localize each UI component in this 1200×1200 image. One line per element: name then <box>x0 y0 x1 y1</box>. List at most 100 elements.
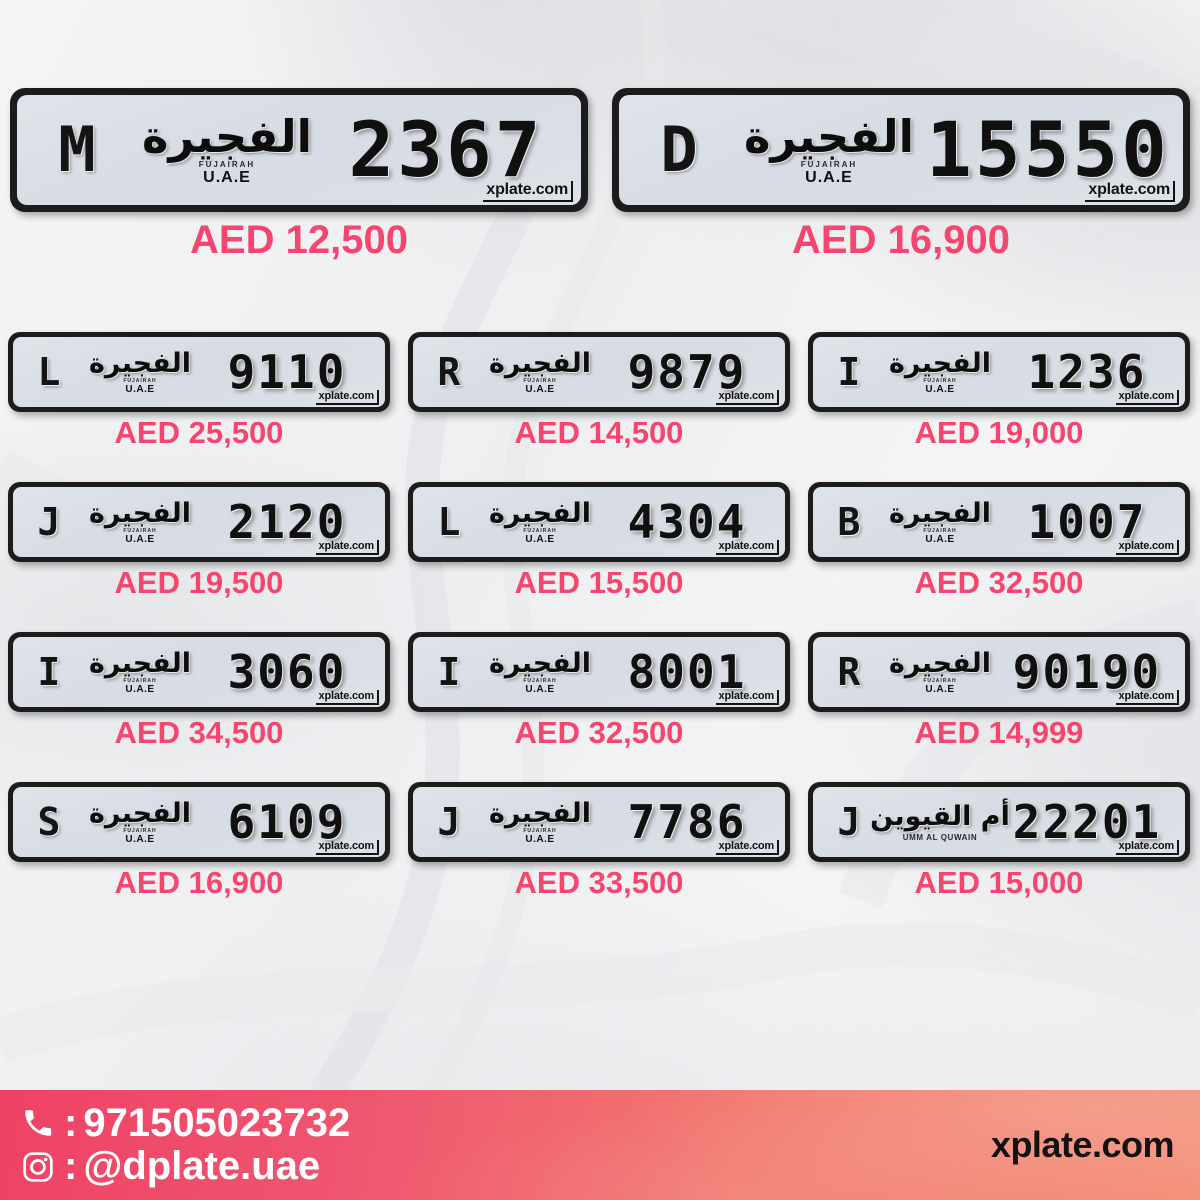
phone-contact-line[interactable]: : 971505023732 <box>18 1100 351 1145</box>
plate-price: AED 33,500 <box>514 865 684 900</box>
plate-card-6[interactable]: B الفجيرة FUJAIRAH U.A.E 1007 xplate.com <box>808 482 1190 562</box>
emblem-emirate-name: FUJAIRAH <box>198 160 256 169</box>
plate-card-9[interactable]: R الفجيرة FUJAIRAH U.A.E 90190 xplate.co… <box>808 632 1190 712</box>
emblem-arabic-script: أم القيوين <box>870 800 1010 832</box>
plate-price: AED 14,500 <box>514 415 684 450</box>
plate-card-4[interactable]: J الفجيرة FUJAIRAH U.A.E 2120 xplate.com <box>8 482 390 562</box>
fujairah-emblem-icon: الفجيرة FUJAIRAH U.A.E <box>85 650 195 695</box>
plate-card-1[interactable]: L الفجيرة FUJAIRAH U.A.E 9110 xplate.com <box>8 332 390 412</box>
license-plate[interactable]: J أم القيوين UMM AL QUWAIN 22201 xplate.… <box>808 782 1190 862</box>
emblem-emirate-name: FUJAIRAH <box>523 377 557 384</box>
plate-face: S الفجيرة FUJAIRAH U.A.E 6109 xplate.com <box>13 787 385 857</box>
plate-watermark: xplate.com <box>315 540 379 555</box>
plate-number: 15550 <box>926 105 1170 194</box>
plate-number: 2120 <box>227 495 347 549</box>
plate-code: I <box>837 350 861 394</box>
plate-card-2[interactable]: R الفجيرة FUJAIRAH U.A.E 9879 xplate.com <box>408 332 790 412</box>
plate-code: L <box>437 500 461 544</box>
emblem-arabic-script: الفجيرة <box>88 797 192 829</box>
license-plate[interactable]: I الفجيرة FUJAIRAH U.A.E 8001 xplate.com <box>408 632 790 712</box>
emblem-arabic-script: الفجيرة <box>488 347 592 379</box>
license-plate[interactable]: M الفجيرة FUJAIRAH U.A.E 2367 xplate.com <box>10 88 588 212</box>
emblem-emirate-name: FUJAIRAH <box>123 677 157 684</box>
phone-number[interactable]: 971505023732 <box>83 1100 351 1145</box>
plate-code: I <box>437 650 461 694</box>
license-plate[interactable]: R الفجيرة FUJAIRAH U.A.E 90190 xplate.co… <box>808 632 1190 712</box>
emblem-emirate-name: FUJAIRAH <box>923 677 957 684</box>
fujairah-emblem-icon: الفجيرة FUJAIRAH U.A.E <box>485 650 595 695</box>
plate-face: I الفجيرة FUJAIRAH U.A.E 3060 xplate.com <box>13 637 385 707</box>
license-plate[interactable]: S الفجيرة FUJAIRAH U.A.E 6109 xplate.com <box>8 782 390 862</box>
license-plate[interactable]: D الفجيرة FUJAIRAH U.A.E 15550 xplate.co… <box>612 88 1190 212</box>
emblem-emirate-name: FUJAIRAH <box>123 527 157 534</box>
plate-face: J الفجيرة FUJAIRAH U.A.E 7786 xplate.com <box>413 787 785 857</box>
license-plate[interactable]: I الفجيرة FUJAIRAH U.A.E 1236 xplate.com <box>808 332 1190 412</box>
fujairah-emblem-icon: الفجيرة FUJAIRAH U.A.E <box>137 114 317 186</box>
contact-footer: : 971505023732 : @dplate.uae xplate.com <box>0 1090 1200 1200</box>
fujairah-emblem-icon: الفجيرة FUJAIRAH U.A.E <box>485 500 595 545</box>
fujairah-emblem-icon: الفجيرة FUJAIRAH U.A.E <box>485 800 595 845</box>
license-plate[interactable]: L الفجيرة FUJAIRAH U.A.E 9110 xplate.com <box>8 332 390 412</box>
plate-price: AED 25,500 <box>114 415 284 450</box>
emblem-arabic-script: الفجيرة <box>888 647 992 679</box>
plate-face: L الفجيرة FUJAIRAH U.A.E 4304 xplate.com <box>413 487 785 557</box>
plate-card-8[interactable]: I الفجيرة FUJAIRAH U.A.E 8001 xplate.com <box>408 632 790 712</box>
emblem-emirate-name: FUJAIRAH <box>923 527 957 534</box>
plate-card-5[interactable]: L الفجيرة FUJAIRAH U.A.E 4304 xplate.com <box>408 482 790 562</box>
plate-number: 3060 <box>227 645 347 699</box>
plate-card-10[interactable]: S الفجيرة FUJAIRAH U.A.E 6109 xplate.com <box>8 782 390 862</box>
emblem-arabic-script: الفجيرة <box>888 347 992 379</box>
license-plate[interactable]: L الفجيرة FUJAIRAH U.A.E 4304 xplate.com <box>408 482 790 562</box>
emblem-arabic-script: الفجيرة <box>141 110 313 163</box>
plate-code: D <box>660 113 698 186</box>
instagram-icon <box>18 1147 58 1187</box>
fujairah-emblem-icon: الفجيرة FUJAIRAH U.A.E <box>885 500 995 545</box>
plate-number: 1236 <box>1027 345 1147 399</box>
plate-card-7[interactable]: I الفجيرة FUJAIRAH U.A.E 3060 xplate.com <box>8 632 390 712</box>
plate-face: J أم القيوين UMM AL QUWAIN 22201 xplate.… <box>813 787 1185 857</box>
plate-watermark: xplate.com <box>315 690 379 705</box>
fujairah-emblem-icon: الفجيرة FUJAIRAH U.A.E <box>885 350 995 395</box>
license-plate[interactable]: R الفجيرة FUJAIRAH U.A.E 9879 xplate.com <box>408 332 790 412</box>
emblem-emirate-name: UMM AL QUWAIN <box>902 832 978 842</box>
plate-price: AED 32,500 <box>514 715 684 750</box>
emblem-emirate-name: FUJAIRAH <box>923 377 957 384</box>
fujairah-emblem-icon: الفجيرة FUJAIRAH U.A.E <box>885 650 995 695</box>
emblem-emirate-name: FUJAIRAH <box>523 677 557 684</box>
plate-price: AED 34,500 <box>114 715 284 750</box>
fujairah-emblem-icon: الفجيرة FUJAIRAH U.A.E <box>485 350 595 395</box>
footer-brand-logo[interactable]: xplate.com <box>990 1124 1175 1165</box>
plate-price: AED 16,900 <box>792 218 1010 262</box>
license-plate[interactable]: I الفجيرة FUJAIRAH U.A.E 3060 xplate.com <box>8 632 390 712</box>
plate-card-12[interactable]: J أم القيوين UMM AL QUWAIN 22201 xplate.… <box>808 782 1190 862</box>
emblem-country-name: U.A.E <box>925 533 955 545</box>
license-plate[interactable]: J الفجيرة FUJAIRAH U.A.E 2120 xplate.com <box>8 482 390 562</box>
emblem-emirate-name: FUJAIRAH <box>123 827 157 834</box>
emblem-arabic-script: الفجيرة <box>88 497 192 529</box>
instagram-handle[interactable]: @dplate.uae <box>83 1144 321 1188</box>
plate-number: 90190 <box>1012 645 1162 699</box>
featured-plate-card-1[interactable]: M الفجيرة FUJAIRAH U.A.E 2367 xplate.com <box>10 88 588 212</box>
plate-watermark: xplate.com <box>1085 181 1175 202</box>
plate-number: 8001 <box>627 645 747 699</box>
license-plate[interactable]: J الفجيرة FUJAIRAH U.A.E 7786 xplate.com <box>408 782 790 862</box>
plate-code: I <box>37 650 61 694</box>
plate-price: AED 19,500 <box>114 565 284 600</box>
license-plate[interactable]: B الفجيرة FUJAIRAH U.A.E 1007 xplate.com <box>808 482 1190 562</box>
phone-separator: : <box>64 1100 78 1145</box>
plate-face: L الفجيرة FUJAIRAH U.A.E 9110 xplate.com <box>13 337 385 407</box>
plate-face: I الفجيرة FUJAIRAH U.A.E 8001 xplate.com <box>413 637 785 707</box>
instagram-contact-line[interactable]: : @dplate.uae <box>18 1144 350 1188</box>
plate-watermark: xplate.com <box>1115 540 1179 555</box>
emblem-emirate-name: FUJAIRAH <box>523 527 557 534</box>
plate-card-11[interactable]: J الفجيرة FUJAIRAH U.A.E 7786 xplate.com <box>408 782 790 862</box>
emblem-arabic-script: الفجيرة <box>488 497 592 529</box>
plate-watermark: xplate.com <box>715 390 779 405</box>
emblem-country-name: U.A.E <box>125 533 155 545</box>
fujairah-emblem-icon: الفجيرة FUJAIRAH U.A.E <box>85 800 195 845</box>
emblem-country-name: U.A.E <box>925 383 955 395</box>
featured-plate-card-2[interactable]: D الفجيرة FUJAIRAH U.A.E 15550 xplate.co… <box>612 88 1190 212</box>
plate-card-3[interactable]: I الفجيرة FUJAIRAH U.A.E 1236 xplate.com <box>808 332 1190 412</box>
plate-number: 6109 <box>227 795 347 849</box>
